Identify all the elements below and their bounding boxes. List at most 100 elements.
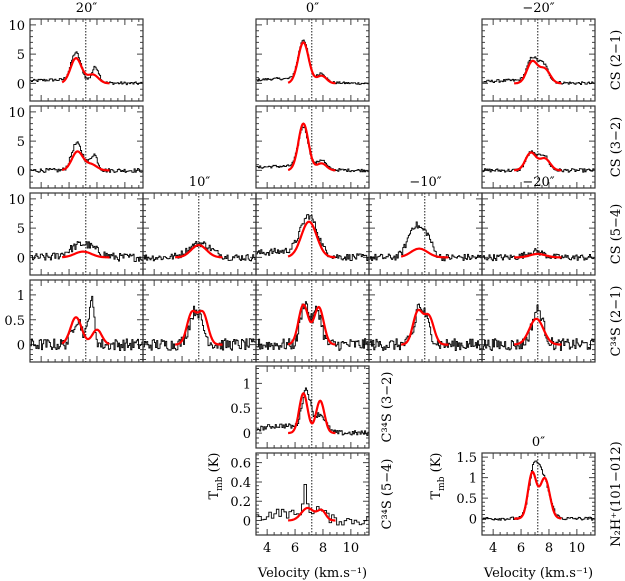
axis-ticks (369, 192, 482, 276)
y-tick-label: 1.5 (456, 451, 477, 466)
model-spectrum (61, 250, 110, 259)
y-tick-label: 10 (8, 106, 25, 121)
spectrum-panel: 00.51 (4, 279, 144, 363)
y-tick-label: 10 (8, 193, 25, 208)
observed-spectrum (143, 305, 256, 351)
y-tick-label: 0.5 (456, 492, 477, 507)
model-spectrum (287, 41, 336, 85)
panel-frame (255, 192, 370, 276)
spectrum-panel (142, 279, 257, 363)
model-spectrum (401, 308, 449, 346)
x-tick-label: 4 (263, 541, 271, 556)
x-axis-label: Velocity (km.s⁻¹) (257, 566, 367, 581)
panel-frame (255, 18, 370, 102)
model-spectrum (61, 150, 110, 172)
observed-spectrum (482, 150, 595, 173)
x-tick-label: 8 (545, 541, 553, 556)
model-spectrum (514, 470, 562, 520)
offset-label: 0″ (306, 1, 319, 16)
y-tick-label: 0 (17, 339, 25, 354)
panel-frame (29, 18, 144, 102)
panel-frame (255, 365, 370, 449)
observed-spectrum (482, 304, 595, 351)
y-tick-label: 1 (469, 472, 477, 487)
model-spectrum (175, 309, 223, 346)
panel-frame (142, 192, 257, 276)
observed-spectrum (30, 241, 143, 262)
model-spectrum (287, 122, 336, 172)
transition-label: C³⁴S (3−2) (380, 372, 395, 443)
observed-spectrum (369, 221, 482, 262)
model-spectrum (287, 303, 336, 346)
spectrum-panel (368, 279, 483, 363)
spectrum-panel: 0 0.2 0.4 0.6 4 6 8 10 Velocity (km.s⁻¹) C³⁴S (5−… (207, 452, 395, 581)
model-spectrum (175, 243, 223, 259)
y-tick-label: 0 (243, 427, 251, 442)
axis-ticks (30, 105, 143, 189)
spectrum-panel (255, 279, 370, 363)
axis-ticks (256, 105, 369, 189)
offset-label: −20″ (522, 1, 554, 16)
spectrum-panel: −20″ CS (2−1) (481, 1, 624, 102)
spectrum-panel: C³⁴S (2−1) (481, 279, 624, 363)
y-tick-label: 5 (17, 222, 25, 237)
x-tick-label: 10 (569, 541, 586, 556)
observed-spectrum (143, 240, 256, 262)
model-spectrum (513, 317, 562, 346)
spectrum-panel: 0″ 0 0.5 1 1.5 4 6 8 10 Velocity (km.s⁻¹) N₂H⁺(101… (456, 435, 624, 581)
spectrum-panel: −20″ CS (5−4) (481, 175, 624, 276)
spectrum-panel: 10″ (142, 175, 257, 276)
model-spectrum (61, 56, 110, 85)
panel-frame (481, 18, 596, 102)
observed-spectrum (482, 56, 595, 86)
observed-spectrum (482, 460, 595, 521)
model-spectrum (288, 391, 336, 435)
observed-spectrum (30, 141, 143, 173)
model-spectrum (513, 151, 562, 172)
panel-frame (481, 105, 596, 189)
offset-label: −10″ (409, 175, 441, 190)
y-tick-label: 0 (17, 251, 25, 266)
spectrum-panel: 20″ 0 5 10 (8, 1, 144, 102)
model-spectrum (400, 247, 449, 259)
panel-frame (255, 452, 370, 536)
transition-label: CS (5−4) (609, 204, 624, 265)
y-tick-label: 0 (17, 77, 25, 92)
transition-label: C³⁴S (5−4) (380, 459, 395, 530)
spectrum-panel: 0 5 10 (8, 192, 144, 276)
offset-label: −20″ (522, 175, 554, 190)
observed-spectrum (256, 126, 369, 173)
model-spectrum (288, 506, 336, 522)
axis-ticks (482, 18, 595, 102)
panel-frame (368, 192, 483, 276)
y-tick-label: 5 (17, 135, 25, 150)
spectrum-panel: CS (3−2) (481, 105, 624, 189)
offset-label: 20″ (76, 1, 98, 16)
y-tick-label: 1 (17, 289, 25, 304)
y-tick-label: 0.5 (4, 314, 25, 329)
y-tick-label: 0 (469, 513, 477, 528)
spectrum-panel (255, 192, 370, 276)
axis-ticks (256, 192, 369, 276)
spectrum-panel (255, 105, 370, 189)
offset-label: 0″ (532, 435, 545, 450)
panel-frame (481, 192, 596, 276)
axis-ticks (30, 192, 143, 276)
axis-ticks (482, 105, 595, 189)
axis-ticks (482, 279, 595, 362)
spectrum-panel: 0″ (255, 1, 370, 102)
axis-ticks (482, 192, 595, 276)
transition-label: CS (3−2) (609, 117, 624, 178)
y-tick-label: 0.5 (230, 402, 251, 417)
x-tick-label: 8 (319, 541, 327, 556)
offset-label: 10″ (189, 175, 211, 190)
model-spectrum (514, 252, 562, 259)
observed-spectrum (256, 387, 369, 436)
y-tick-label: 10 (8, 19, 25, 34)
axis-ticks (256, 453, 369, 535)
y-tick-label: 0.6 (230, 457, 251, 472)
x-axis-label: Velocity (km.s⁻¹) (483, 566, 593, 581)
y-tick-label: 1 (243, 377, 251, 392)
observed-spectrum (482, 248, 595, 262)
